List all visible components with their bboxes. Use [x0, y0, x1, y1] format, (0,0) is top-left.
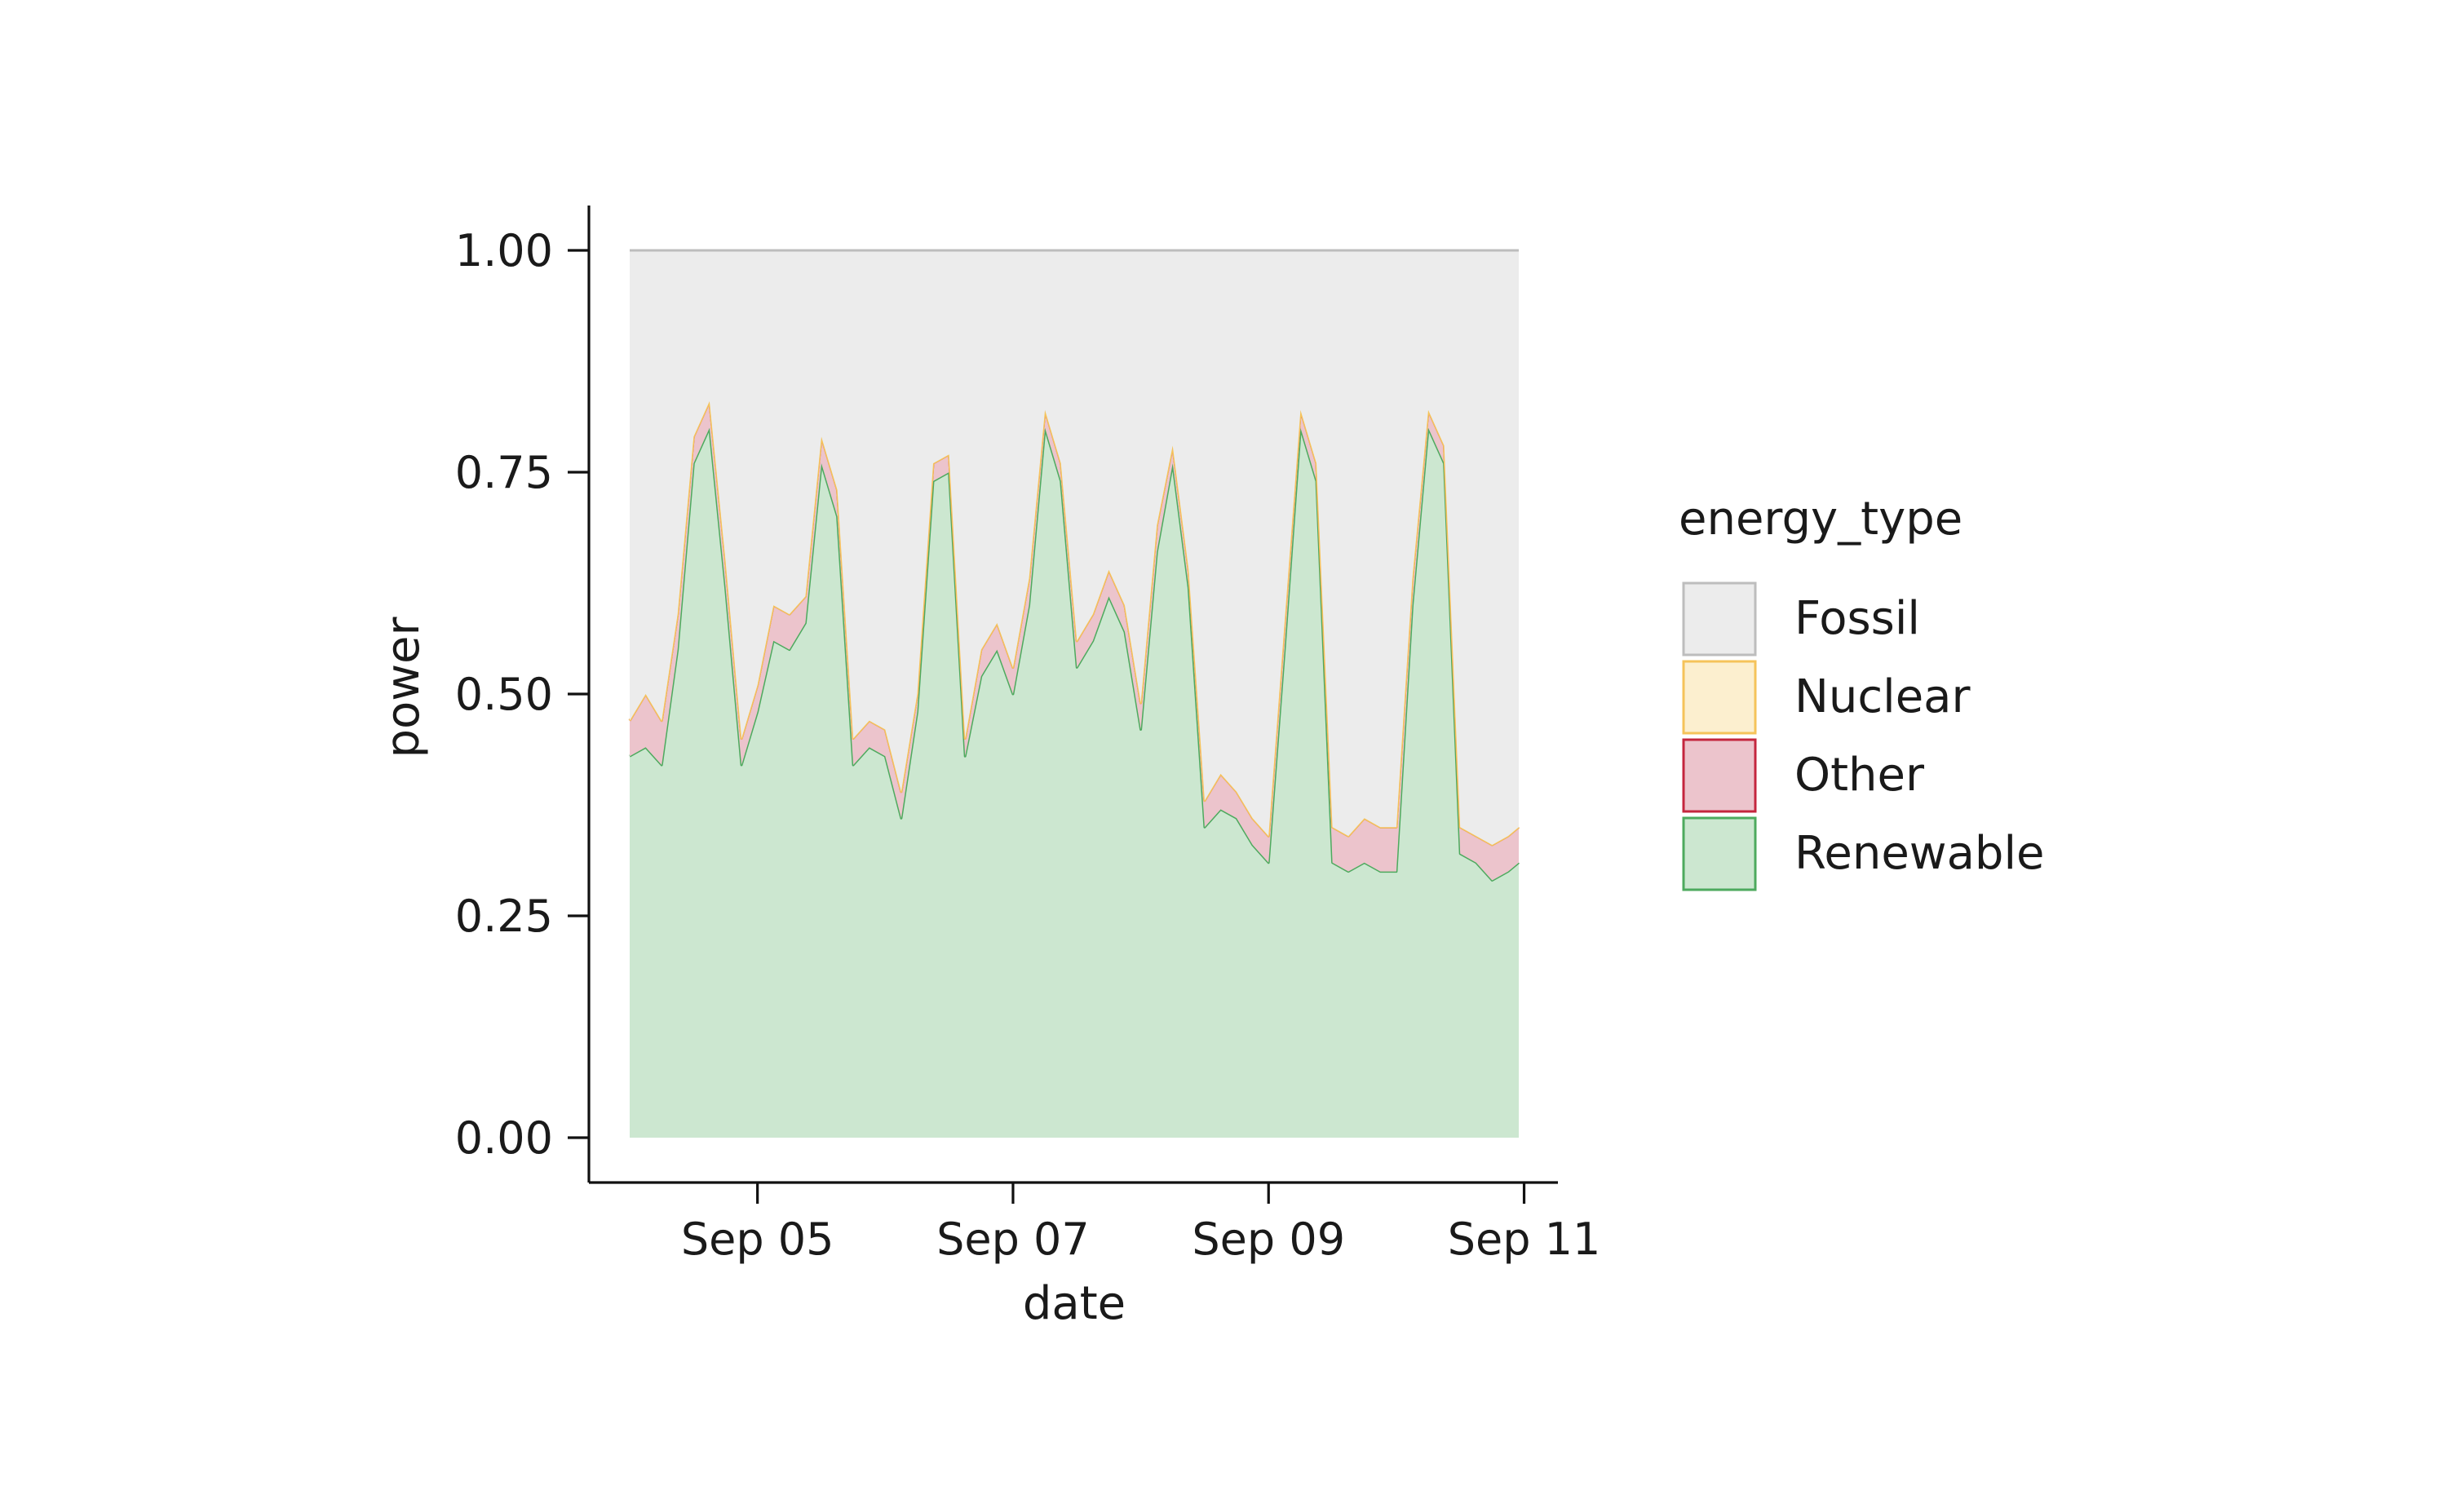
y-tick-label: 0.75	[455, 447, 553, 498]
legend-label-other: Other	[1794, 749, 1925, 802]
legend: energy_type Fossil Nuclear Other Renewable	[1679, 493, 2044, 891]
legend-label-fossil: Fossil	[1794, 592, 1920, 645]
legend-label-nuclear: Nuclear	[1794, 670, 1971, 723]
y-tick-label: 0.00	[455, 1112, 553, 1164]
y-tick-label: 0.50	[455, 669, 553, 720]
legend-swatch-renewable	[1682, 816, 1757, 891]
legend-swatch-fossil	[1682, 581, 1757, 657]
x-tick-label: Sep 05	[681, 1214, 834, 1265]
legend-title: energy_type	[1679, 493, 1962, 546]
legend-label-renewable: Renewable	[1794, 827, 2044, 880]
x-axis-title: date	[1023, 1277, 1126, 1330]
area-renewable	[630, 427, 1519, 1138]
plot-area	[628, 249, 1520, 1138]
area-fossil	[630, 250, 1519, 845]
axes: 0.00 0.25 0.50 0.75 1.00 Sep 05 Sep 07 Sep 09 Se…	[455, 206, 1601, 1265]
x-tick-label: Sep 07	[936, 1214, 1090, 1265]
legend-swatch-nuclear	[1682, 660, 1757, 735]
y-axis-title: power	[377, 616, 430, 758]
y-tick-label: 1.00	[455, 225, 553, 276]
x-tick-label: Sep 11	[1448, 1214, 1601, 1265]
y-tick-label: 0.25	[455, 891, 553, 942]
x-tick-label: Sep 09	[1192, 1214, 1345, 1265]
legend-swatch-other	[1682, 738, 1757, 813]
